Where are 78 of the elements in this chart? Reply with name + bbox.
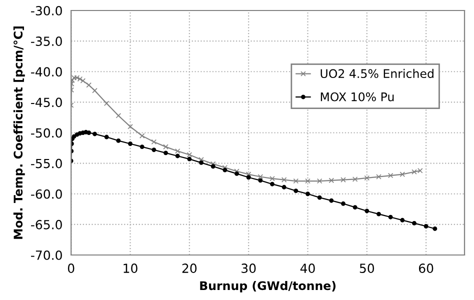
point [86,82,92,88]
point [116,138,121,143]
y-tick-label: -30.0 [31,6,62,16]
point [246,172,252,177]
point [432,226,438,231]
x-tick-label: 60 [418,264,434,274]
point [234,171,239,176]
point [306,192,310,196]
point [258,178,263,183]
point [364,208,370,214]
point [198,157,204,162]
point [128,124,133,130]
x-tick-label: 30 [242,264,256,274]
point [210,164,216,169]
point [388,172,394,178]
point [199,160,204,165]
point [317,195,322,200]
point [316,178,322,184]
point [281,177,287,182]
legend-label: MOX 10% Pu [320,92,394,102]
point [104,134,109,140]
point [222,168,228,172]
point [151,139,157,145]
point [175,154,180,158]
point [400,172,406,177]
point [388,214,393,220]
point [352,205,358,210]
y-tick-label: -70.0 [31,250,62,260]
y-tick-label: -45.0 [31,98,62,108]
point [305,178,310,184]
y-tick-label: -50.0 [31,128,62,138]
y-axis-title: Mod. Temp. Coefficient [pcm/°C] [13,26,25,239]
y-tick-label: -60.0 [31,189,62,199]
point [80,78,86,84]
point [174,148,180,154]
x-tick-label: 0 [68,264,74,274]
point [163,144,168,150]
x-tick-label: 20 [182,264,197,274]
point [152,148,156,152]
point [340,177,346,182]
point [400,218,405,222]
x-tick-label: 10 [124,264,138,274]
point [376,212,381,216]
point [376,174,382,180]
point [116,112,122,118]
point [412,220,416,226]
point [187,156,192,162]
x-tick-label: 40 [300,264,315,274]
point [341,201,346,206]
point [128,142,132,146]
point [329,198,334,203]
point [270,182,274,186]
x-axis-title: Burnup (GWd/tonne) [200,280,336,292]
point [104,100,110,106]
point [86,130,92,135]
point [293,178,299,184]
y-tick-label: -40.0 [31,67,62,77]
point [282,184,286,190]
point [139,133,145,138]
x-tick-label: 50 [360,264,374,274]
point [270,176,275,182]
point [140,144,144,150]
point [246,175,251,180]
point [92,88,98,94]
y-tick-label: -65.0 [31,220,62,230]
point [164,150,168,156]
point [186,152,192,158]
point [92,132,97,136]
legend-label: UO2 4.5% Enriched [320,68,434,78]
point [352,176,358,182]
point [74,75,80,80]
y-tick-label: -35.0 [31,36,62,46]
point [328,178,334,184]
point [258,174,264,180]
point [294,188,298,194]
y-tick-label: -55.0 [31,158,62,168]
point [364,175,370,181]
point [424,224,428,228]
